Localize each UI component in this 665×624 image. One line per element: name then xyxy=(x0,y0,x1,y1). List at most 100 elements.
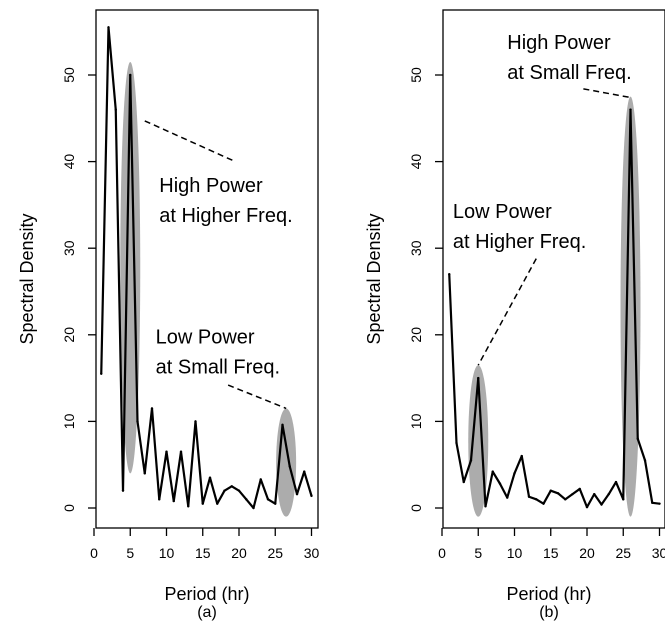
panel-label: (a) xyxy=(197,604,217,621)
data-point xyxy=(462,480,465,484)
y-tick-label: 0 xyxy=(408,504,424,512)
data-point xyxy=(629,108,632,111)
data-point xyxy=(506,496,509,499)
data-point xyxy=(303,470,306,473)
data-point xyxy=(114,108,117,111)
data-point xyxy=(564,498,567,501)
x-tick-label: 10 xyxy=(507,545,523,561)
plot-frame xyxy=(442,9,665,529)
data-point xyxy=(614,480,618,484)
y-tick-label: 40 xyxy=(61,154,77,170)
data-point xyxy=(208,476,212,479)
data-point xyxy=(237,489,241,492)
data-point xyxy=(607,492,610,496)
panel-label: (b) xyxy=(539,604,559,621)
data-point xyxy=(266,498,270,501)
data-point xyxy=(556,492,560,495)
data-point xyxy=(150,407,154,410)
data-point xyxy=(136,420,139,423)
y-tick-label: 50 xyxy=(61,67,77,83)
data-point xyxy=(223,489,226,492)
data-point xyxy=(295,492,299,496)
data-point xyxy=(578,487,581,491)
data-point xyxy=(194,420,197,423)
series-line xyxy=(100,26,313,510)
data-point xyxy=(259,478,262,481)
data-point xyxy=(513,472,516,475)
data-point xyxy=(100,372,103,375)
annotation-text: at Higher Freq. xyxy=(453,231,586,253)
y-tick-label: 20 xyxy=(61,327,77,343)
data-point xyxy=(585,505,589,509)
x-tick-label: 15 xyxy=(543,545,559,561)
y-tick-label: 50 xyxy=(408,67,424,83)
data-point xyxy=(165,450,168,453)
x-tick-label: 10 xyxy=(159,545,175,561)
x-axis-label: Period (hr) xyxy=(164,584,249,604)
data-point xyxy=(622,498,625,501)
data-point xyxy=(281,423,284,427)
plot-frame xyxy=(95,9,319,529)
x-tick-label: 0 xyxy=(438,545,446,561)
y-tick-label: 10 xyxy=(408,413,424,429)
x-tick-label: 20 xyxy=(231,545,247,561)
annotation-text: at Small Freq. xyxy=(156,356,280,378)
annotation-text: at Higher Freq. xyxy=(159,205,292,227)
data-point xyxy=(121,489,125,492)
y-tick-label: 10 xyxy=(61,413,77,429)
x-tick-label: 0 xyxy=(90,545,98,561)
data-point xyxy=(455,441,458,445)
data-point xyxy=(310,494,313,498)
x-tick-label: 5 xyxy=(474,545,482,561)
annotation-text: at Small Freq. xyxy=(507,62,631,84)
data-point xyxy=(636,437,639,440)
series-line xyxy=(448,108,660,509)
annotation-text: High Power xyxy=(159,175,263,197)
x-tick-label: 15 xyxy=(195,545,211,561)
y-tick-label: 20 xyxy=(408,327,424,343)
data-point xyxy=(520,454,523,458)
x-tick-label: 30 xyxy=(304,545,320,561)
data-point xyxy=(477,376,480,380)
data-point xyxy=(484,505,487,508)
y-tick-label: 0 xyxy=(61,504,77,512)
y-axis-label: Spectral Density xyxy=(17,213,37,344)
data-point xyxy=(658,502,661,505)
data-point xyxy=(600,503,603,506)
data-point xyxy=(448,272,451,276)
data-point xyxy=(469,459,473,462)
x-tick-label: 30 xyxy=(652,545,665,561)
annotation-leader-line xyxy=(227,384,287,410)
y-axis-label: Spectral Density xyxy=(364,213,384,344)
data-point xyxy=(651,501,654,505)
x-tick-label: 5 xyxy=(126,545,134,561)
data-point xyxy=(288,465,291,468)
data-point xyxy=(274,502,277,505)
chart-panel-a: 0 5 10 15 20 25 30 0 10 20 30 40 50 High Power at High… xyxy=(17,9,320,621)
data-point xyxy=(498,482,502,485)
x-tick-label: 20 xyxy=(579,545,595,561)
data-point xyxy=(549,489,552,492)
data-point xyxy=(527,495,531,498)
annotation-text: Low Power xyxy=(453,201,552,223)
x-tick-label: 25 xyxy=(615,545,631,561)
data-point xyxy=(172,499,175,503)
data-point xyxy=(535,498,538,501)
y-tick-label: 30 xyxy=(61,240,77,256)
data-point xyxy=(158,498,161,501)
annotation-leader-line xyxy=(144,120,236,163)
annotation-text: High Power xyxy=(507,32,611,54)
annotation-text: Low Power xyxy=(156,326,255,348)
chart-panel-b: 0 5 10 15 20 25 30 0 10 20 30 40 50 High Power at Smal… xyxy=(364,9,665,621)
data-point xyxy=(187,505,190,508)
data-point xyxy=(143,472,146,475)
data-point xyxy=(230,485,233,488)
data-point xyxy=(643,459,647,462)
y-tick-label: 40 xyxy=(408,154,424,170)
data-point xyxy=(201,502,204,505)
x-axis-label: Period (hr) xyxy=(506,584,591,604)
data-point xyxy=(542,502,545,505)
x-tick-label: 25 xyxy=(267,545,283,561)
data-point xyxy=(129,73,132,77)
data-point xyxy=(252,506,255,510)
